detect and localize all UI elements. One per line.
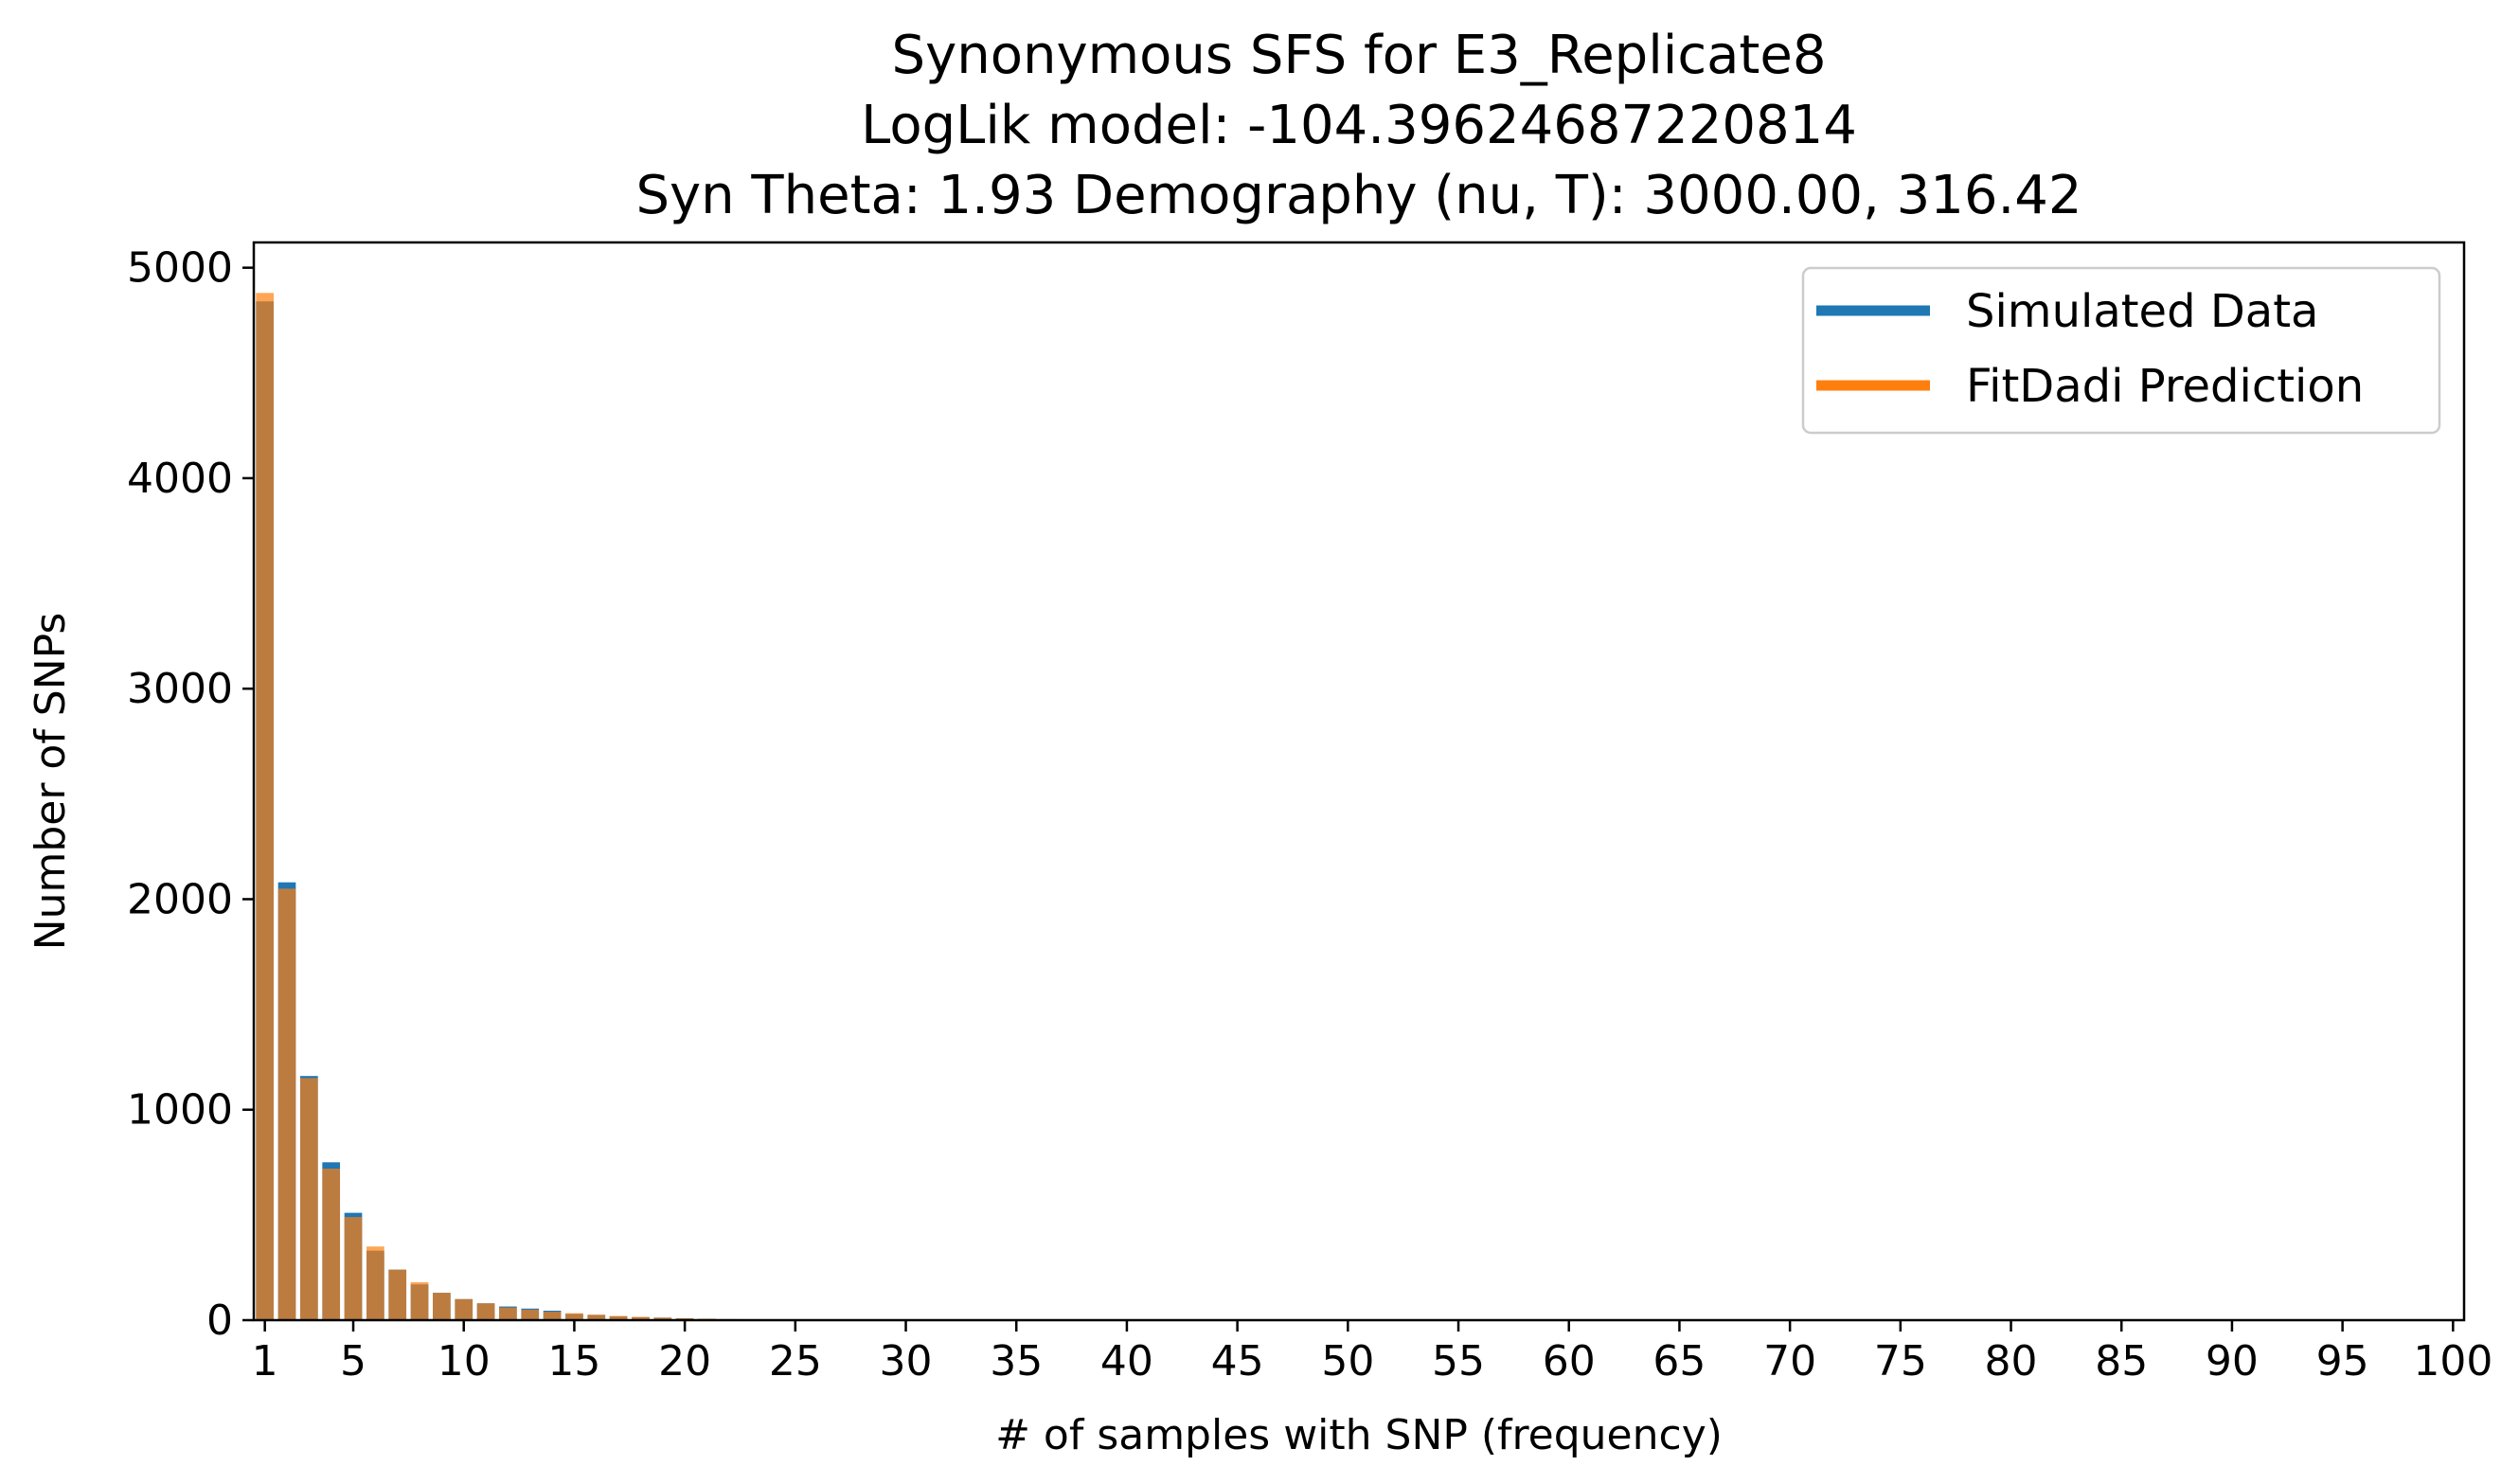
x-tick-label-25: 25 [769,1337,822,1386]
fitdadi-bar-1 [256,293,275,1320]
fitdadi-bar-18 [632,1316,650,1320]
fitdadi-bar-3 [300,1078,318,1320]
fitdadi-bar-9 [433,1293,451,1320]
x-tick-label-60: 60 [1543,1337,1596,1386]
legend-box [1801,266,2441,435]
x-tick-label-40: 40 [1100,1337,1153,1386]
chart-title-line-1: Synonymous SFS for E3_Replicate8 [892,25,1827,86]
chart-title-line-2: LogLik model: -104.39624687220814 [861,95,1857,156]
fitdadi-bar-19 [653,1317,672,1320]
fitdadi-bar-12 [499,1307,517,1320]
x-tick-label-15: 15 [547,1337,600,1386]
x-tick-label-55: 55 [1432,1337,1485,1386]
y-tick-label-1000: 1000 [127,1086,233,1135]
y-tick-label-0: 0 [206,1296,233,1345]
x-tick-label-35: 35 [990,1337,1043,1386]
x-tick-label-50: 50 [1321,1337,1374,1386]
y-tick-label-3000: 3000 [127,665,233,713]
x-tick-label-100: 100 [2413,1337,2492,1386]
bar-marks [256,293,805,1320]
x-tick-label-95: 95 [2316,1337,2369,1386]
x-tick-label-5: 5 [340,1337,366,1386]
y-axis-label: Number of SNPs [27,613,75,951]
x-tick-label-85: 85 [2095,1337,2148,1386]
chart-title: Synonymous SFS for E3_Replicate8 LogLik … [635,25,2081,226]
x-tick-label-1: 1 [252,1337,278,1386]
fitdadi-bar-6 [366,1246,384,1320]
chart-title-line-3: Syn Theta: 1.93 Demography (nu, T): 3000… [635,165,2081,226]
fitdadi-bar-11 [476,1303,495,1320]
fitdadi-bar-2 [277,888,296,1320]
fitdadi-bar-4 [322,1168,341,1320]
x-tick-label-30: 30 [880,1337,933,1386]
x-tick-label-75: 75 [1874,1337,1927,1386]
y-tick-label-4000: 4000 [127,455,233,503]
x-tick-label-20: 20 [658,1337,711,1386]
x-tick-label-70: 70 [1763,1337,1816,1386]
x-axis-label: # of samples with SNP (frequency) [995,1411,1723,1459]
x-tick-label-65: 65 [1653,1337,1706,1386]
x-tick-label-45: 45 [1211,1337,1264,1386]
fitdadi-bar-7 [388,1269,407,1320]
y-tick-label-2000: 2000 [127,875,233,923]
legend-label-simulated: Simulated Data [1966,285,2318,338]
fitdadi-bar-14 [543,1312,562,1320]
x-tick-label-10: 10 [438,1337,491,1386]
fitdadi-bar-8 [410,1281,429,1320]
fitdadi-bar-16 [587,1314,606,1320]
fitdadi-bar-13 [521,1309,540,1320]
fitdadi-bar-15 [565,1313,583,1320]
fitdadi-bar-10 [455,1298,473,1320]
legend: Simulated Data FitDadi Prediction [1801,266,2441,435]
x-tick-label-80: 80 [1985,1337,2038,1386]
plot-area-frame [252,241,2466,1322]
fitdadi-bar-17 [609,1315,628,1320]
x-tick-label-90: 90 [2206,1337,2259,1386]
x-axis-ticks: 1 5 10 15 20 25 30 35 40 45 50 55 60 65 70 75 80 85 90 95 10… [252,1320,2492,1386]
y-axis-ticks: 0 1000 2000 3000 4000 5000 [127,244,254,1345]
y-tick-label-5000: 5000 [127,244,233,293]
fitdadi-bar-5 [344,1217,363,1320]
legend-label-fitdadi: FitDadi Prediction [1966,360,2364,413]
